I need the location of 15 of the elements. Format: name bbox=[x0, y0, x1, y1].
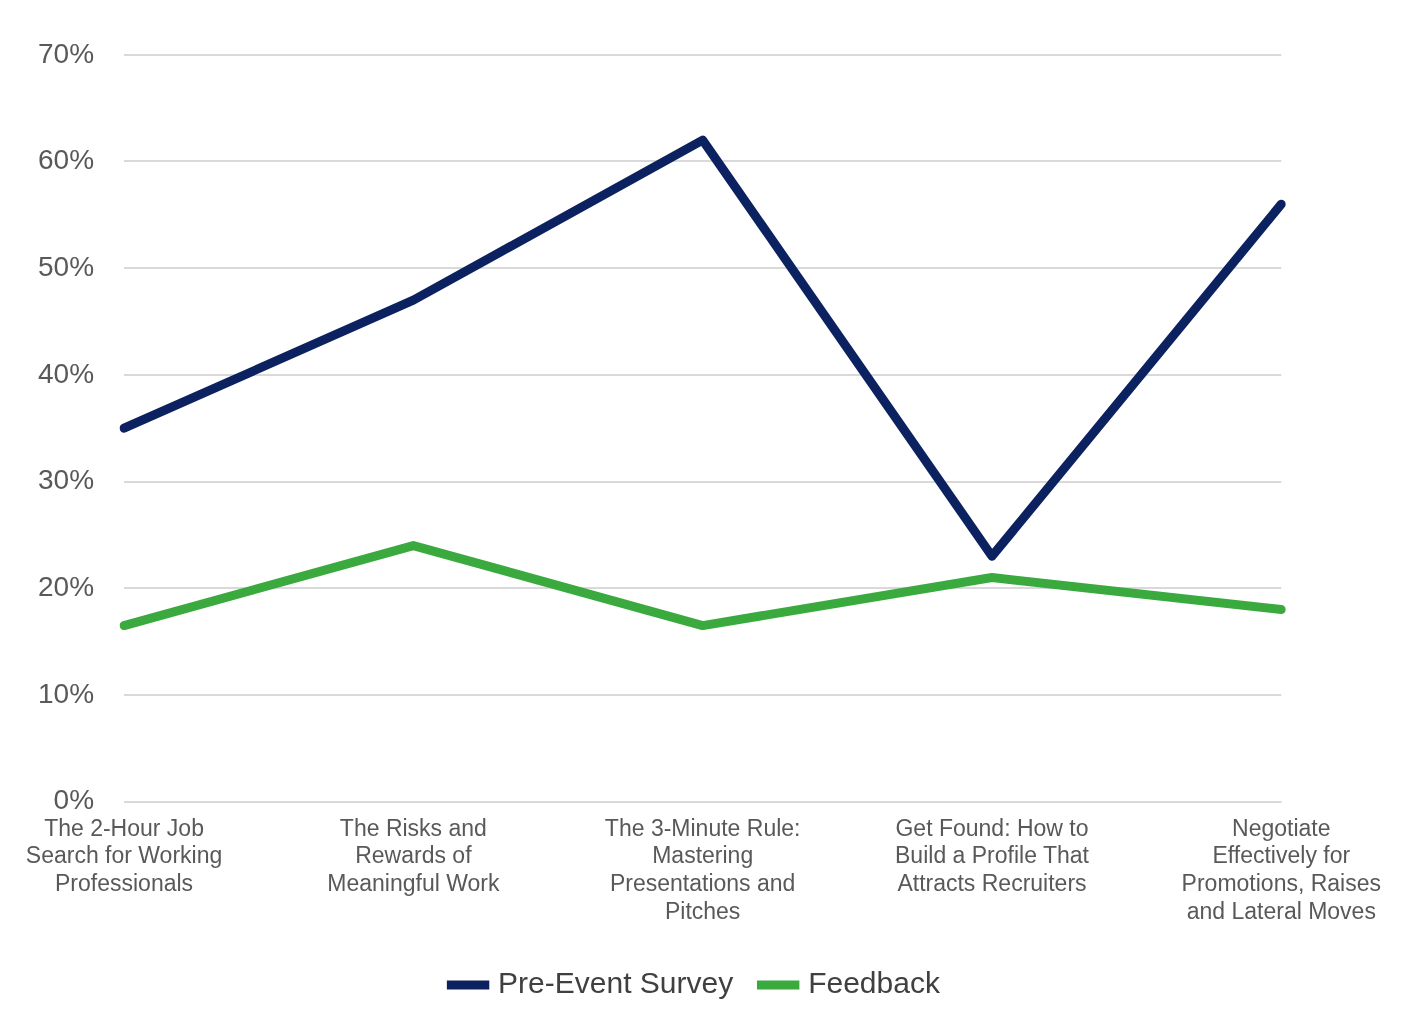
x-tick-label: Negotiate Effectively for Promotions, Raises and Lateral Moves bbox=[1181, 814, 1382, 924]
y-tick-label: 50% bbox=[37, 250, 95, 282]
y-tick-label: 20% bbox=[37, 570, 95, 602]
y-tick-label: 70% bbox=[37, 37, 95, 69]
y-tick-label: 40% bbox=[37, 357, 95, 389]
x-tick-label: The 2-Hour Job Search for Working Professionals bbox=[25, 814, 223, 896]
x-tick-label: Get Found: How to Build a Profile That Attracts Recruiters bbox=[895, 814, 1090, 896]
legend-label: Feedback bbox=[808, 966, 941, 1000]
x-tick-label: The Risks and Rewards of Meaningful Work bbox=[327, 814, 500, 896]
x-tick-label: The 3-Minute Rule: Mastering Presentations and Pitches bbox=[604, 814, 801, 924]
legend-label: Pre-Event Survey bbox=[498, 966, 734, 1000]
y-tick-label: 0% bbox=[53, 784, 95, 816]
y-tick-label: 60% bbox=[37, 144, 95, 176]
y-tick-label: 10% bbox=[37, 677, 95, 709]
y-tick-label: 30% bbox=[37, 464, 95, 496]
